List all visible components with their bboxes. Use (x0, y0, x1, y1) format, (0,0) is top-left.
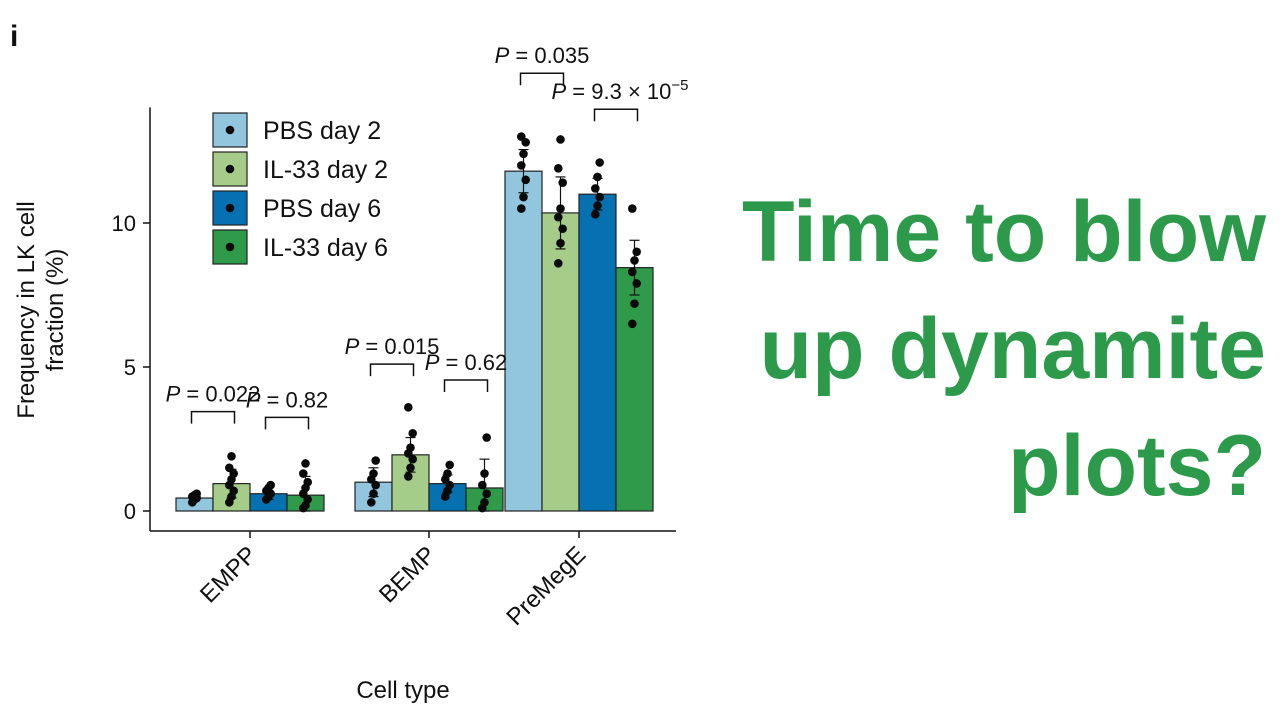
y-tick-label: 10 (112, 211, 136, 236)
data-point (406, 443, 415, 452)
data-point (517, 161, 526, 170)
data-point (628, 267, 637, 277)
data-point (632, 247, 641, 257)
p-value-label: P = 9.3 × 10−5 (552, 77, 689, 104)
legend-dot (225, 164, 235, 174)
data-point (521, 175, 530, 185)
chart-legend: PBS day 2 IL-33 day 2 PBS day 6 IL-33 day 6 (212, 112, 388, 265)
data-point (591, 210, 600, 219)
x-tick-label: PreMegE (501, 541, 591, 631)
data-point (517, 132, 526, 141)
data-point (478, 480, 487, 490)
panel-letter: i (10, 20, 19, 53)
headline: Time to blow up dynamite plots? (666, 174, 1266, 525)
data-point (367, 498, 376, 507)
data-point (630, 299, 639, 308)
data-point (554, 212, 563, 222)
legend-label: IL-33 day 2 (263, 156, 388, 184)
axis-labels: Cell type Frequency in LK cellfraction (%… (13, 201, 450, 704)
legend-label: PBS day 6 (263, 195, 381, 223)
data-point (519, 149, 528, 159)
chart-axes (149, 107, 676, 532)
data-points (188, 132, 641, 513)
chart-bars (175, 170, 654, 512)
legend-label: PBS day 2 (263, 117, 381, 145)
data-point (445, 460, 455, 470)
data-point (595, 192, 604, 202)
data-point (371, 456, 381, 465)
data-point (556, 135, 565, 144)
data-point (628, 319, 637, 329)
y-tick-label: 0 (124, 499, 136, 524)
bar (578, 193, 617, 512)
data-point (404, 403, 413, 412)
data-point (406, 463, 415, 473)
data-point (192, 489, 201, 499)
p-value-label: P = 0.015 (345, 334, 440, 359)
data-point (595, 158, 604, 167)
significance-bracket (593, 108, 639, 122)
y-ticks: 0 5 10 (112, 211, 150, 524)
significance-bracket (443, 379, 489, 392)
data-point (301, 459, 310, 468)
data-point (408, 428, 418, 438)
data-point (554, 259, 563, 268)
data-point (591, 184, 600, 193)
bar (615, 267, 654, 512)
bar (541, 212, 580, 512)
legend-dot (225, 203, 235, 213)
data-point (482, 489, 492, 499)
legend-dot (225, 242, 235, 252)
p-value-label: P = 0.62 (425, 350, 508, 375)
data-point (558, 178, 567, 187)
data-point (558, 224, 567, 234)
data-point (517, 204, 526, 213)
headline-line-3: plots? (1008, 418, 1266, 514)
bar (504, 170, 543, 512)
significance-bracket (190, 410, 236, 424)
data-point (266, 480, 276, 490)
data-point (482, 433, 492, 442)
headline-line-1: Time to blow (742, 184, 1266, 280)
data-point (628, 204, 637, 213)
data-point (443, 469, 452, 478)
x-tick-label: BEMP (374, 541, 441, 608)
data-point (519, 192, 528, 202)
data-point (556, 238, 565, 248)
data-point (593, 172, 602, 182)
legend-label: IL-33 day 6 (263, 234, 388, 262)
p-value-label: P = 0.035 (495, 43, 590, 68)
data-point (593, 201, 602, 211)
data-point (299, 469, 308, 478)
data-point (404, 472, 413, 481)
significance-bracket (369, 363, 415, 377)
x-axis-label: Cell type (356, 677, 449, 704)
data-point (225, 463, 234, 473)
y-axis-label: Frequency in LK cellfraction (%) (13, 201, 69, 418)
data-point (369, 469, 378, 478)
y-tick-label: 5 (124, 355, 136, 380)
data-point (632, 279, 641, 288)
p-value-label: P = 0.82 (246, 387, 329, 412)
data-point (369, 489, 378, 499)
data-point (556, 204, 565, 213)
data-point (480, 498, 489, 507)
x-tick-labels: EMPP BEMP PreMegE (195, 531, 591, 631)
significance-bracket (264, 416, 310, 430)
data-point (227, 451, 236, 461)
data-point (630, 256, 639, 265)
headline-line-2: up dynamite (759, 301, 1266, 397)
data-point (554, 163, 563, 173)
p-value-label: P = 0.022 (166, 382, 261, 407)
bar (391, 454, 430, 512)
legend-dot (225, 125, 235, 135)
data-point (303, 477, 313, 487)
x-tick-label: EMPP (195, 541, 262, 608)
significance-bracket (519, 72, 565, 86)
data-point (480, 469, 489, 478)
